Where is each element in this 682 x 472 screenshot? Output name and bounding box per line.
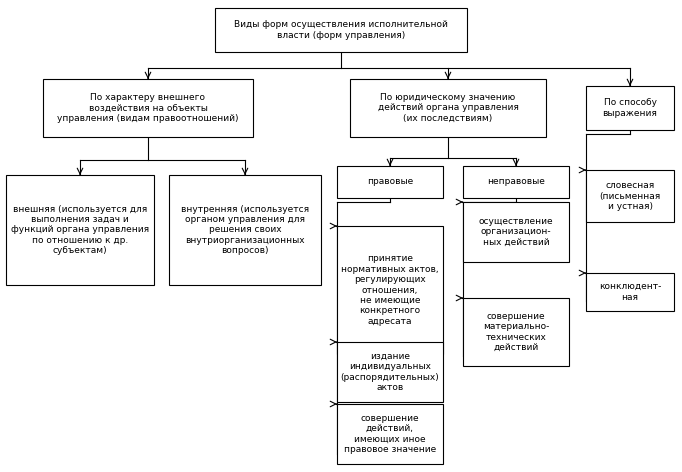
- Text: конклюдент-
ная: конклюдент- ная: [599, 282, 661, 302]
- FancyBboxPatch shape: [43, 79, 253, 137]
- Text: совершение
действий,
имеющих иное
правовое значение: совершение действий, имеющих иное правов…: [344, 414, 436, 454]
- FancyBboxPatch shape: [337, 226, 443, 354]
- FancyBboxPatch shape: [337, 404, 443, 464]
- FancyBboxPatch shape: [463, 166, 569, 198]
- Text: правовые: правовые: [367, 177, 413, 186]
- Text: принятие
нормативных актов,
регулирующих
отношения,
не имеющие
конкретного
адрес: принятие нормативных актов, регулирующих…: [341, 254, 439, 326]
- FancyBboxPatch shape: [463, 202, 569, 262]
- FancyBboxPatch shape: [463, 298, 569, 366]
- Text: осуществление
организацион-
ных действий: осуществление организацион- ных действий: [479, 217, 553, 247]
- Text: неправовые: неправовые: [487, 177, 545, 186]
- FancyBboxPatch shape: [215, 8, 467, 52]
- FancyBboxPatch shape: [169, 175, 321, 285]
- Text: По способу
выражения: По способу выражения: [603, 98, 657, 118]
- Text: словесная
(письменная
и устная): словесная (письменная и устная): [599, 181, 661, 211]
- FancyBboxPatch shape: [350, 79, 546, 137]
- Text: Виды форм осуществления исполнительной
власти (форм управления): Виды форм осуществления исполнительной в…: [234, 20, 448, 40]
- FancyBboxPatch shape: [586, 170, 674, 222]
- Text: совершение
материально-
технических
действий: совершение материально- технических дейс…: [483, 312, 549, 352]
- FancyBboxPatch shape: [6, 175, 154, 285]
- Text: издание
индивидуальных
(распорядительных)
актов: издание индивидуальных (распорядительных…: [340, 352, 439, 392]
- Text: По юридическому значению
действий органа управления
(их последствиям): По юридическому значению действий органа…: [378, 93, 518, 123]
- Text: внутренняя (используется
органом управления для
решения своих
внутриорганизацион: внутренняя (используется органом управле…: [181, 205, 309, 255]
- Text: внешняя (используется для
выполнения задач и
функций органа управления
по отноше: внешняя (используется для выполнения зад…: [11, 205, 149, 255]
- FancyBboxPatch shape: [586, 273, 674, 311]
- FancyBboxPatch shape: [337, 166, 443, 198]
- FancyBboxPatch shape: [337, 342, 443, 402]
- Text: По характеру внешнего
воздействия на объекты
управления (видам правоотношений): По характеру внешнего воздействия на объ…: [57, 93, 239, 123]
- FancyBboxPatch shape: [586, 86, 674, 130]
